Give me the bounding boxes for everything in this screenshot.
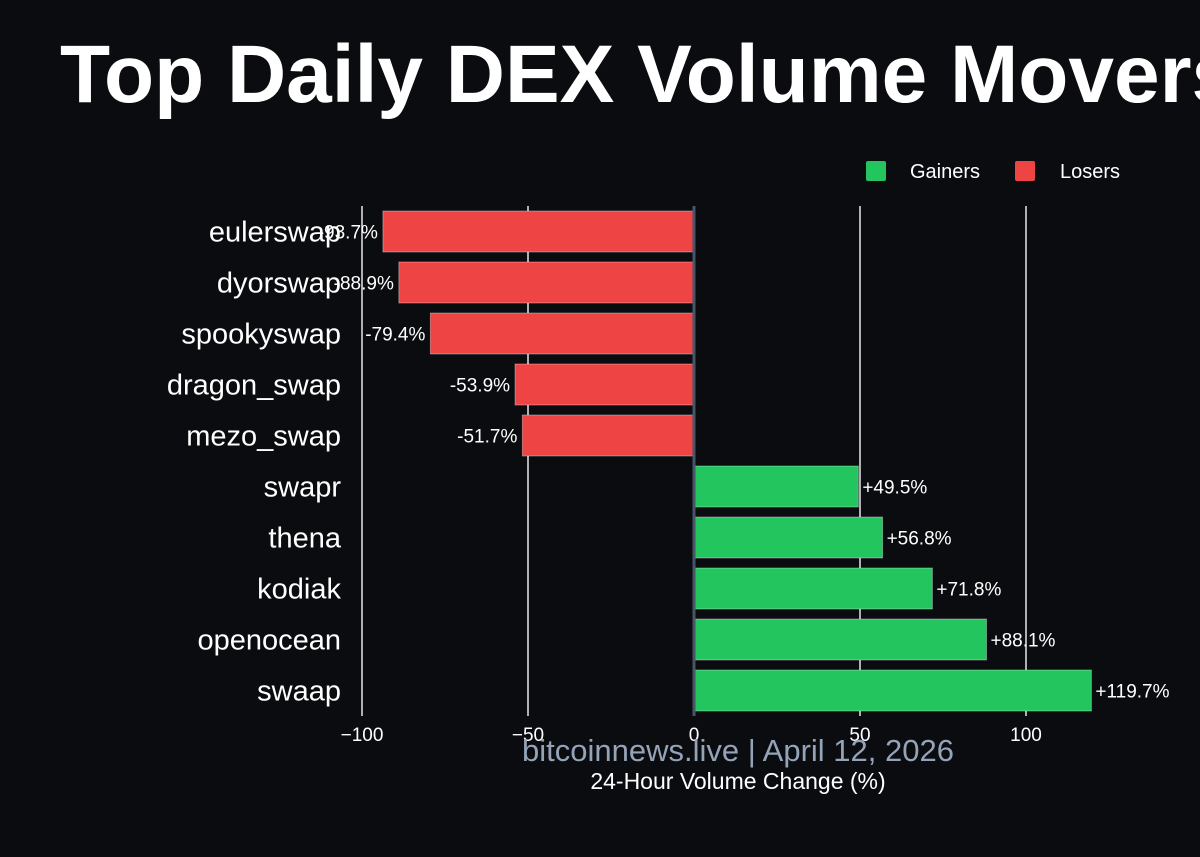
data-label: -88.9%	[334, 274, 394, 295]
category-label: swaap	[257, 676, 341, 708]
category-label: swapr	[264, 472, 342, 504]
bar-thena[interactable]	[693, 516, 884, 559]
x-tick-label: 50	[849, 725, 870, 746]
data-label: +56.8%	[887, 529, 952, 550]
legend-swatch-gainers	[866, 161, 886, 181]
legend-label-losers: Losers	[1060, 161, 1120, 183]
bars	[382, 210, 1092, 712]
bar-eulerswap[interactable]	[382, 210, 695, 253]
bar-openocean[interactable]	[693, 618, 987, 661]
data-label: -93.7%	[318, 223, 378, 244]
data-label: -51.7%	[457, 427, 517, 448]
bar-spookyswap[interactable]	[429, 312, 695, 355]
category-label: mezo_swap	[186, 421, 341, 453]
category-label: openocean	[197, 625, 341, 657]
category-label: eulerswap	[209, 217, 341, 249]
bar-dragon_swap[interactable]	[514, 363, 695, 406]
category-label: spookyswap	[181, 319, 341, 351]
bar-mezo_swap[interactable]	[521, 414, 695, 457]
bar-swapr[interactable]	[693, 465, 859, 508]
bar-dyorswap[interactable]	[398, 261, 695, 304]
data-label: +88.1%	[990, 631, 1055, 652]
legend-swatch-losers	[1015, 161, 1035, 181]
chart-title: Top Daily DEX Volume Movers	[60, 29, 1200, 120]
legend[interactable]: Gainers Losers	[866, 161, 1120, 183]
data-label: +71.8%	[936, 580, 1001, 601]
bar-swaap[interactable]	[693, 669, 1092, 712]
category-labels: eulerswap dyorswap spookyswap dragon_swapme…	[167, 217, 342, 708]
x-tick-label: −50	[512, 725, 544, 746]
x-tick-label: −100	[341, 725, 384, 746]
legend-label-gainers: Gainers	[910, 161, 980, 183]
data-label: +119.7%	[1095, 682, 1169, 703]
category-label: dragon_swap	[167, 370, 341, 402]
data-label: +49.5%	[862, 478, 927, 499]
data-label: -79.4%	[365, 325, 425, 346]
category-label: thena	[268, 523, 341, 555]
data-label: -53.9%	[450, 376, 510, 397]
category-label: kodiak	[257, 574, 341, 606]
x-tick-label: 100	[1010, 725, 1042, 746]
x-axis-label: 24-Hour Volume Change (%)	[590, 768, 885, 794]
bar-kodiak[interactable]	[693, 567, 933, 610]
data-labels: -93.7% -88.9% -79.4% -53.9% -51.7% +49.5% +56.…	[318, 223, 1170, 703]
x-tick-label: 0	[689, 725, 700, 746]
category-label: dyorswap	[217, 268, 341, 300]
chart-subtitle: bitcoinnews.live | April 12, 2026	[522, 733, 954, 768]
x-tick-labels: −100 −50 0 50 100	[341, 725, 1042, 746]
